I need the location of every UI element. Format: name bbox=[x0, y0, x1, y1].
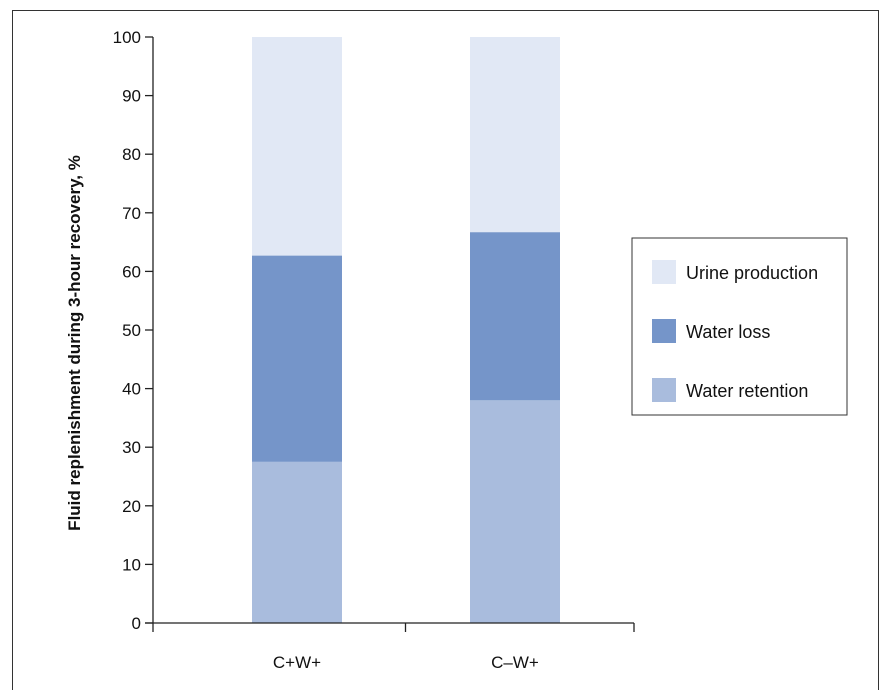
x-ticks: C+W+ C–W+ bbox=[152, 623, 635, 672]
bar-segment-urine-production-2 bbox=[470, 37, 560, 233]
y-tick-label: 40 bbox=[122, 380, 141, 399]
legend-swatch-water-retention bbox=[652, 378, 676, 402]
legend: Urine production Water loss Water retentio… bbox=[631, 237, 848, 416]
figure-frame bbox=[12, 10, 879, 690]
y-tick-label: 10 bbox=[122, 555, 141, 574]
bar-segment-water-loss-1 bbox=[252, 255, 342, 462]
y-tick-label: 90 bbox=[122, 87, 141, 106]
y-tick-label: 80 bbox=[122, 145, 141, 164]
bars-layer bbox=[252, 37, 560, 623]
y-tick-label: 60 bbox=[122, 262, 141, 281]
bar-segment-water-retention-1 bbox=[252, 461, 342, 623]
y-tick-label: 70 bbox=[122, 204, 141, 223]
y-axis-title: Fluid replenishment during 3-hour recove… bbox=[65, 155, 84, 531]
x-category-label: C–W+ bbox=[491, 653, 539, 672]
y-ticks: 0 10 20 30 40 50 60 70 80 90 100 bbox=[113, 28, 153, 633]
bar-segment-water-loss-2 bbox=[470, 232, 560, 401]
legend-label-water-retention: Water retention bbox=[686, 381, 808, 401]
y-tick-label: 20 bbox=[122, 497, 141, 516]
legend-swatch-urine-production bbox=[652, 260, 676, 284]
bar-segment-water-retention-2 bbox=[470, 400, 560, 623]
y-tick-label: 100 bbox=[113, 28, 141, 47]
legend-label-urine-production: Urine production bbox=[686, 263, 818, 283]
bar-segment-urine-production-1 bbox=[252, 37, 342, 256]
legend-swatch-water-loss bbox=[652, 319, 676, 343]
x-category-label: C+W+ bbox=[273, 653, 321, 672]
y-tick-label: 50 bbox=[122, 321, 141, 340]
axes-layer bbox=[145, 37, 634, 624]
y-tick-label: 30 bbox=[122, 438, 141, 457]
legend-label-water-loss: Water loss bbox=[686, 322, 770, 342]
y-tick-label: 0 bbox=[132, 614, 141, 633]
